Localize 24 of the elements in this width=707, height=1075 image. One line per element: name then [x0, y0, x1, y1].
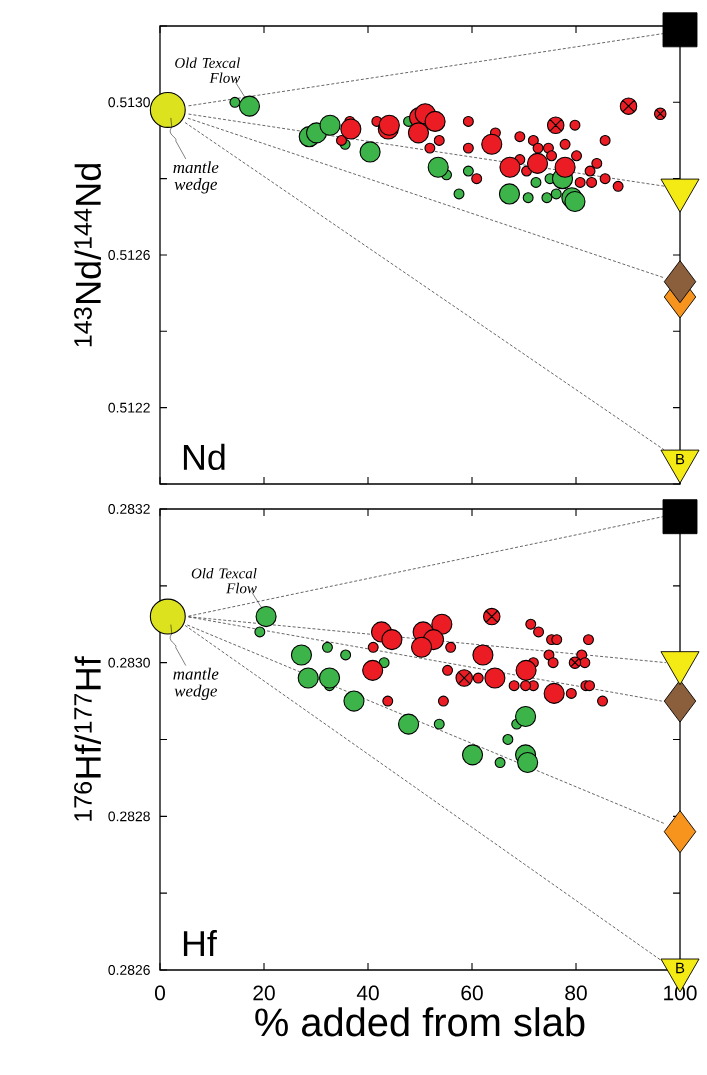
annotation: B: [676, 453, 685, 465]
y-tick-label: 0.2832: [108, 504, 150, 514]
y-tick-label: 0.2826: [108, 965, 150, 975]
annotation: B: [676, 962, 685, 974]
y-tick-label: 0.2828: [108, 811, 150, 822]
y-tick-label: 0.2830: [108, 657, 150, 668]
x-tick-label: 60: [461, 985, 483, 1001]
annotation: mantle wedge: [173, 667, 219, 701]
annotation: Old Texcal Flow: [175, 57, 241, 83]
x-tick-label: 0: [155, 985, 165, 1001]
y-tick-label: 0.5130: [108, 97, 150, 108]
y-axis-title: $^{176}$Hf/$^{177}$Hf: [74, 656, 101, 821]
y-tick-label: 0.5122: [108, 402, 150, 413]
x-tick-label: 80: [565, 985, 587, 1001]
x-tick-label: 20: [253, 985, 275, 1001]
x-tick-label: 40: [356, 985, 379, 1001]
annotation: mantle wedge: [173, 161, 219, 194]
y-axis-title: $^{143}$Nd/$^{144}$Nd: [74, 164, 101, 347]
x-axis-title: % added from slab: [255, 1007, 585, 1037]
x-tick-label: 100: [664, 985, 697, 1001]
y-tick-label: 0.5126: [108, 250, 150, 260]
annotation: Old Texcal Flow: [191, 567, 257, 594]
annotation: Hf: [183, 930, 217, 956]
annotation: Nd: [183, 443, 225, 471]
